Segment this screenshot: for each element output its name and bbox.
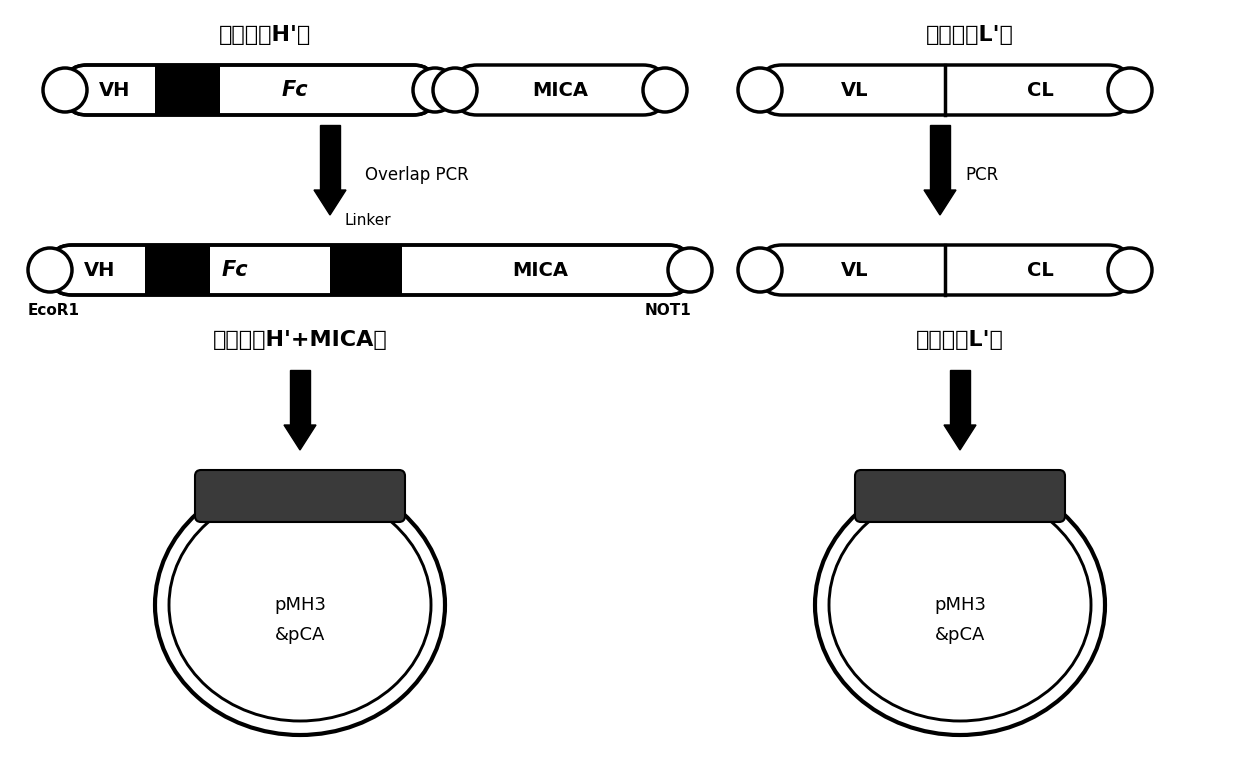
Bar	[155, 65, 219, 115]
Text: VH: VH	[84, 260, 115, 280]
FancyBboxPatch shape	[64, 65, 435, 115]
Polygon shape	[944, 425, 976, 450]
Text: 融合蛋白H'+MICA链: 融合蛋白H'+MICA链	[212, 330, 387, 350]
Text: EcoR1: EcoR1	[29, 303, 81, 318]
Circle shape	[433, 68, 477, 112]
Polygon shape	[284, 425, 316, 450]
Text: pMH3
&pCA: pMH3 &pCA	[274, 597, 326, 644]
Text: 融合蛋白L'链: 融合蛋白L'链	[916, 330, 1004, 350]
Text: PCR: PCR	[965, 166, 998, 184]
FancyBboxPatch shape	[455, 65, 665, 115]
Text: VL: VL	[841, 260, 869, 280]
Text: CL: CL	[1027, 81, 1053, 99]
Polygon shape	[314, 190, 346, 215]
Circle shape	[43, 68, 87, 112]
Circle shape	[644, 68, 687, 112]
Text: NOT1: NOT1	[645, 303, 692, 318]
Circle shape	[1109, 68, 1152, 112]
Circle shape	[29, 248, 72, 292]
FancyBboxPatch shape	[760, 245, 1130, 295]
Text: Linker: Linker	[345, 213, 392, 228]
Text: MICA: MICA	[512, 260, 568, 280]
Text: Fc: Fc	[222, 260, 248, 280]
Circle shape	[738, 68, 782, 112]
Polygon shape	[290, 370, 310, 425]
Bar	[145, 245, 210, 295]
Text: VH: VH	[99, 81, 130, 99]
Circle shape	[1109, 248, 1152, 292]
Polygon shape	[950, 370, 970, 425]
Polygon shape	[924, 190, 956, 215]
Text: CL: CL	[1027, 260, 1053, 280]
Circle shape	[668, 248, 712, 292]
FancyBboxPatch shape	[856, 470, 1065, 522]
Text: MICA: MICA	[532, 81, 588, 99]
Polygon shape	[930, 125, 950, 190]
Text: 全长抗体L'链: 全长抗体L'链	[926, 25, 1014, 45]
Circle shape	[413, 68, 458, 112]
Text: pMH3
&pCA: pMH3 &pCA	[934, 597, 986, 644]
FancyBboxPatch shape	[50, 245, 689, 295]
Bar	[330, 245, 402, 295]
Circle shape	[738, 248, 782, 292]
Text: Overlap PCR: Overlap PCR	[365, 166, 469, 184]
Text: VL: VL	[841, 81, 869, 99]
Text: 全长抗体H'链: 全长抗体H'链	[219, 25, 311, 45]
Text: Fc: Fc	[281, 80, 309, 100]
FancyBboxPatch shape	[760, 65, 1130, 115]
FancyBboxPatch shape	[195, 470, 405, 522]
Polygon shape	[320, 125, 340, 190]
